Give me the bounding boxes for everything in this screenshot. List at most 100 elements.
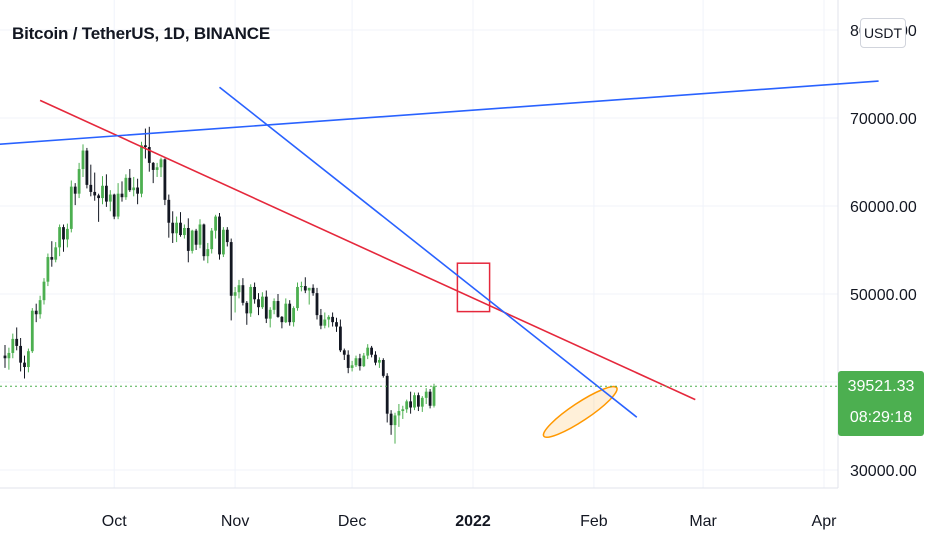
- candle-body: [54, 247, 58, 260]
- candle-body: [23, 362, 26, 368]
- candle-body: [42, 281, 46, 301]
- candle-body: [339, 326, 342, 351]
- candle-body: [354, 358, 358, 366]
- candle-body: [362, 355, 366, 367]
- candle-body: [393, 415, 397, 426]
- candle-body: [132, 187, 136, 191]
- candle-body: [155, 167, 159, 170]
- candle-body: [370, 347, 373, 355]
- candle-body: [58, 227, 61, 248]
- candle-body: [50, 257, 54, 260]
- candle-body: [214, 216, 217, 231]
- candle-body: [397, 411, 401, 416]
- candle-body: [101, 185, 104, 199]
- candle-body: [206, 249, 210, 257]
- candle-body: [46, 257, 50, 282]
- candle-body: [237, 285, 241, 293]
- x-tick-label: Oct: [102, 513, 127, 530]
- candle-body: [163, 159, 167, 200]
- candle-body: [198, 224, 202, 245]
- candle-body: [222, 229, 225, 255]
- candle-body: [335, 322, 338, 327]
- candle-body: [120, 193, 124, 198]
- candle-body: [417, 395, 420, 407]
- highlight-box: [456, 262, 491, 313]
- candle-body: [311, 287, 315, 294]
- candle-body: [241, 285, 245, 303]
- candle-body: [413, 395, 416, 408]
- candles: [3, 126, 436, 444]
- candle-body: [366, 347, 370, 356]
- candle-body: [73, 186, 77, 194]
- candle-body: [108, 194, 112, 202]
- candle-body: [124, 177, 128, 198]
- candle-body: [307, 287, 311, 291]
- candle-body: [77, 169, 81, 194]
- candle-body: [11, 338, 15, 353]
- candle-body: [3, 355, 7, 359]
- y-tick-label: 60000.00: [850, 199, 917, 216]
- candle-body: [323, 319, 327, 326]
- candle-body: [296, 286, 299, 309]
- candle-body: [69, 186, 73, 229]
- candle-body: [105, 185, 108, 202]
- x-tick-label: Feb: [580, 513, 608, 530]
- candle-body: [350, 365, 354, 368]
- candle-body: [190, 230, 194, 251]
- candle-body: [147, 147, 151, 163]
- candle-body: [140, 145, 143, 194]
- candle-body: [34, 310, 38, 315]
- candle-body: [136, 187, 139, 194]
- currency-button[interactable]: USDT: [860, 18, 906, 48]
- candle-body: [97, 195, 100, 199]
- candle-body: [280, 316, 284, 323]
- candle-body: [249, 286, 253, 314]
- candle-body: [171, 222, 175, 234]
- candle-body: [183, 228, 186, 236]
- chart-grid: [0, 0, 838, 488]
- highlight-ellipse: [542, 385, 618, 439]
- candle-body: [167, 199, 171, 223]
- candle-body: [424, 391, 428, 398]
- candle-body: [27, 351, 30, 368]
- trendline: [219, 86, 638, 418]
- candle-body: [112, 194, 116, 217]
- candle-body: [261, 296, 264, 308]
- candle-body: [19, 345, 22, 363]
- candle-body: [128, 177, 132, 191]
- candle-body: [225, 229, 229, 243]
- candle-body: [233, 292, 237, 296]
- trendline: [39, 99, 696, 401]
- candle-body: [159, 159, 163, 168]
- candle-body: [405, 401, 409, 410]
- candle-body: [89, 184, 93, 192]
- candle-body: [186, 228, 190, 251]
- candle-body: [144, 145, 147, 148]
- candle-body: [358, 358, 362, 367]
- candle-body: [218, 216, 221, 255]
- candle-body: [245, 302, 249, 314]
- candle-body: [257, 299, 260, 308]
- candle-body: [409, 401, 412, 408]
- candle-body: [300, 286, 303, 288]
- y-tick-label: 30000.00: [850, 463, 917, 480]
- y-tick-label: 70000.00: [850, 111, 917, 128]
- y-tick-label: 50000.00: [850, 287, 917, 304]
- candle-body: [342, 350, 346, 355]
- x-tick-label: Mar: [689, 513, 717, 530]
- candle-body: [264, 296, 268, 319]
- x-tick-label: Apr: [812, 513, 838, 530]
- x-axis-labels: Oct Nov Dec 2022 Feb Mar Apr: [102, 513, 837, 530]
- candle-body: [428, 391, 432, 406]
- candle-body: [210, 230, 214, 250]
- candle-body: [292, 308, 295, 323]
- candle-body: [284, 303, 288, 323]
- last-price-label: 39521.33: [838, 371, 924, 402]
- candle-body: [93, 191, 97, 196]
- x-tick-label: Nov: [221, 513, 249, 530]
- candle-body: [303, 286, 307, 291]
- candle-body: [15, 338, 19, 346]
- candle-body: [62, 227, 65, 240]
- candle-body: [194, 230, 198, 245]
